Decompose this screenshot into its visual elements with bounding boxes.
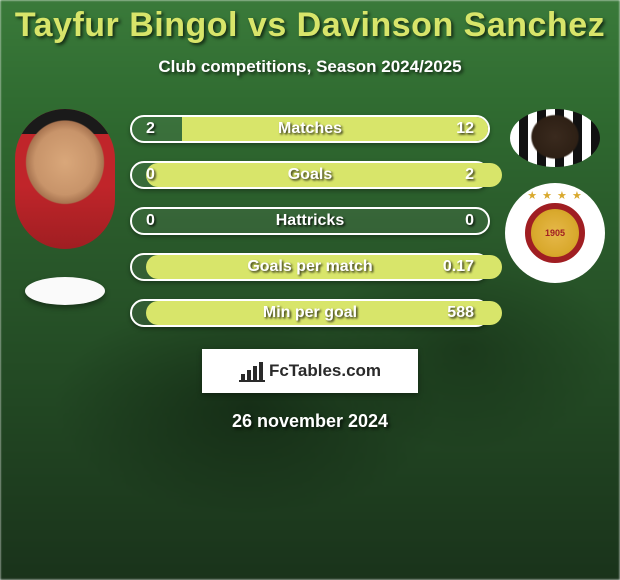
stat-left-value: 0	[146, 212, 184, 230]
page-title: Tayfur Bingol vs Davinson Sanchez	[0, 0, 620, 45]
stat-row: Min per goal588	[130, 299, 490, 327]
player-right-avatar	[510, 109, 600, 167]
brand-text: FcTables.com	[269, 361, 381, 381]
stat-left-value: 2	[146, 120, 184, 138]
avatar-illustration	[15, 109, 115, 249]
date-label: 26 november 2024	[0, 411, 620, 432]
comparison-card: Tayfur Bingol vs Davinson Sanchez Club c…	[0, 0, 620, 580]
player-right-club-badge: ★ ★ ★ ★ 1905	[505, 183, 605, 283]
comparison-body: 2Matches120Goals20Hattricks0Goals per ma…	[0, 109, 620, 327]
player-right-column: ★ ★ ★ ★ 1905	[490, 109, 620, 283]
content: Tayfur Bingol vs Davinson Sanchez Club c…	[0, 0, 620, 580]
stat-left-value: 0	[146, 166, 184, 184]
stat-row: Goals per match0.17	[130, 253, 490, 281]
club-crest-icon: 1905	[525, 203, 585, 263]
player-left-avatar	[15, 109, 115, 249]
subtitle: Club competitions, Season 2024/2025	[0, 57, 620, 77]
stat-row: 0Goals2	[130, 161, 490, 189]
stat-right-value: 12	[436, 120, 474, 138]
stats-column: 2Matches120Goals20Hattricks0Goals per ma…	[130, 109, 490, 327]
stat-right-value: 2	[436, 166, 474, 184]
club-stars-icon: ★ ★ ★ ★	[527, 189, 583, 202]
player-left-club-placeholder	[25, 277, 105, 305]
bar-chart-icon	[239, 360, 265, 382]
brand-badge: FcTables.com	[202, 349, 418, 393]
stat-row: 2Matches12	[130, 115, 490, 143]
stat-row: 0Hattricks0	[130, 207, 490, 235]
player-left-column	[0, 109, 130, 305]
stat-label: Hattricks	[132, 212, 488, 230]
stat-right-value: 588	[436, 304, 474, 322]
avatar-illustration	[510, 109, 600, 167]
stat-right-value: 0	[436, 212, 474, 230]
stat-right-value: 0.17	[436, 258, 474, 276]
